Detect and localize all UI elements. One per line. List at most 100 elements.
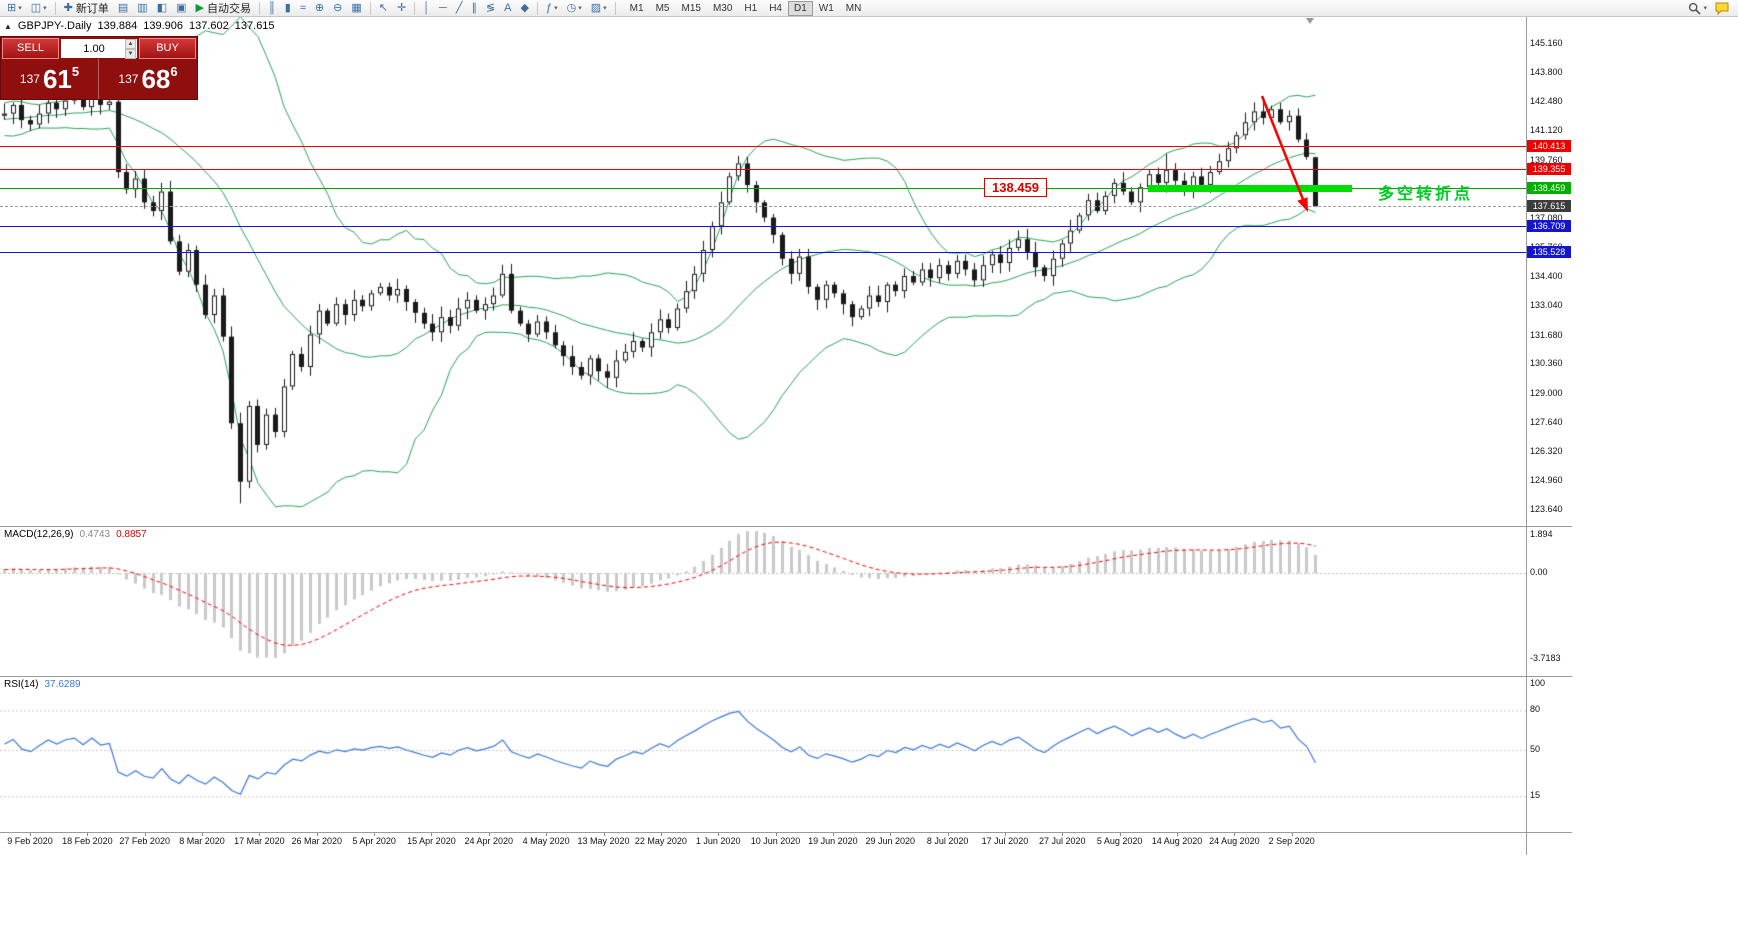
date-label: 19 Jun 2020 <box>808 836 858 846</box>
turning-point-text[interactable]: 多空转折点 <box>1378 186 1474 203</box>
price-axis-label: 137.080 <box>1530 212 1563 223</box>
trendline-button[interactable]: ╱ <box>452 1 467 16</box>
date-tick <box>1004 833 1006 836</box>
date-tick <box>30 833 31 836</box>
cursor-icon: ↖ <box>378 2 388 14</box>
horizontal-line-object[interactable] <box>0 145 1526 147</box>
horizontal-line-object[interactable] <box>0 226 1526 227</box>
templates-button[interactable]: ▨ ▾ <box>587 1 611 16</box>
macd-name: MACD(12,26,9) <box>4 529 74 540</box>
horizontal-line-button[interactable]: ─ <box>435 1 451 16</box>
timeframe-mn[interactable]: MN <box>845 2 862 14</box>
price-callout-text[interactable]: 138.459 <box>984 178 1047 197</box>
vertical-line-icon: │ <box>423 2 431 14</box>
new-chart-button[interactable]: ⊞ ▾ <box>3 1 26 16</box>
chart-shift-marker[interactable] <box>1306 18 1314 24</box>
price-axis-label: 143.800 <box>1530 67 1563 78</box>
zoom-in-button[interactable]: ⊕ <box>311 1 328 16</box>
date-tick <box>488 833 490 836</box>
autotrading-button[interactable]: ▶ 自动交易 <box>192 1 255 16</box>
profiles-button[interactable]: ◫ ▾ <box>27 1 51 16</box>
timeframe-d1[interactable]: D1 <box>787 0 813 16</box>
horizontal-line-object[interactable] <box>0 168 1526 170</box>
volume-up-icon[interactable]: ▲ <box>125 39 136 49</box>
sell-price-big: 61 <box>42 64 72 94</box>
date-label: 13 May 2020 <box>577 836 630 846</box>
timeframe-m15[interactable]: M15 <box>681 2 701 14</box>
new-order-icon: ✚ <box>63 2 73 14</box>
price-tag: 140.413 <box>1527 139 1571 152</box>
new-order-button[interactable]: ✚ 新订单 <box>60 1 113 16</box>
sell-button[interactable]: SELL <box>2 38 59 59</box>
market-watch-button[interactable]: ▤ <box>114 1 132 16</box>
horizontal-line-object[interactable] <box>0 251 1526 253</box>
chart-plot-canvas[interactable] <box>0 0 1526 940</box>
tile-windows-button[interactable]: ▦ <box>347 1 365 16</box>
price-tag: 137.615 <box>1527 200 1571 213</box>
timeframe-m30[interactable]: M30 <box>712 2 733 14</box>
profiles-icon: ◫ <box>30 2 42 14</box>
price-axis-label: 141.120 <box>1530 125 1563 136</box>
search-icon[interactable]: ▾ <box>1688 2 1707 15</box>
autotrading-button-label: 自动交易 <box>206 3 251 15</box>
cursor-button[interactable]: ↖ <box>375 1 392 16</box>
price-tag: 139.355 <box>1527 162 1571 175</box>
candle-chart-button[interactable]: ▮ <box>281 1 295 16</box>
navigator-button[interactable]: ◧ <box>153 1 171 16</box>
bar-chart-button[interactable]: ║ <box>264 1 280 16</box>
periods-icon: ◷ <box>566 2 577 14</box>
text-button[interactable]: A <box>500 1 515 16</box>
data-window-button[interactable]: ▥ <box>133 1 151 16</box>
trend-arrow-object[interactable] <box>1252 90 1322 225</box>
toolbar-separator <box>414 1 416 15</box>
date-tick <box>947 833 949 836</box>
date-label: 26 Mar 2020 <box>291 836 343 846</box>
date-tick <box>144 833 146 836</box>
price-axis[interactable]: 145.160 143.800 142.480 141.120 139.760 138.4… <box>1526 0 1572 855</box>
date-label: 24 Apr 2020 <box>464 836 514 846</box>
support-highlight-bar[interactable] <box>1148 184 1352 192</box>
macd-axis-label: 1.894 <box>1530 529 1553 539</box>
ohlc-low: 137.602 <box>189 20 229 32</box>
chat-icon[interactable] <box>1715 2 1729 15</box>
date-label: 14 Aug 2020 <box>1151 836 1203 846</box>
timeframe-m1[interactable]: M1 <box>629 2 644 14</box>
volume-down-icon[interactable]: ▼ <box>125 49 136 59</box>
timeframe-h4[interactable]: H4 <box>769 2 782 14</box>
periods-button[interactable]: ◷ ▾ <box>563 1 586 16</box>
timeframe-h1[interactable]: H1 <box>744 2 758 14</box>
timeframe-w1[interactable]: W1 <box>818 2 834 14</box>
fibonacci-button[interactable]: ≶ <box>482 1 499 16</box>
zoom-out-button[interactable]: ⊖ <box>329 1 346 16</box>
indicators-button[interactable]: ƒ ▾ <box>542 1 562 16</box>
arrows-button[interactable]: ◆ <box>517 1 533 16</box>
sell-price[interactable]: 137 61 5 <box>1 59 99 99</box>
line-chart-button[interactable]: ≈ <box>296 1 310 16</box>
vertical-line-button[interactable]: │ <box>419 1 434 16</box>
pane-separator-rsi[interactable] <box>0 676 1572 677</box>
chart-header: ▲ GBPJPY-.Daily 139.884 139.906 137.602 … <box>4 20 275 32</box>
toolbar-separator <box>258 1 260 15</box>
buy-price[interactable]: 137 68 6 <box>99 59 197 99</box>
horizontal-line-object[interactable] <box>0 188 1526 190</box>
volume-input[interactable] <box>61 40 137 58</box>
toolbar-separator <box>369 1 371 15</box>
date-tick <box>1177 833 1178 836</box>
autotrading-icon: ▶ <box>195 2 204 14</box>
channel-button[interactable]: ∥ <box>467 1 481 16</box>
chevron-down-icon: ▾ <box>18 5 22 12</box>
rsi-label: RSI(14) 37.6289 <box>4 679 81 690</box>
chevron-down-icon: ▾ <box>603 5 607 12</box>
buy-button[interactable]: BUY <box>139 38 196 59</box>
timeframe-m5[interactable]: M5 <box>655 2 670 14</box>
fibonacci-icon: ≶ <box>485 2 496 14</box>
one-click-panel-toggle[interactable]: ▲ <box>4 21 12 31</box>
rsi-axis-label: 50 <box>1530 744 1541 754</box>
date-axis[interactable]: 9 Feb 2020 18 Feb 2020 27 Feb 2020 8 Mar 20… <box>0 833 1572 855</box>
rsi-name: RSI(14) <box>4 679 39 690</box>
crosshair-button[interactable]: ✛ <box>393 1 410 16</box>
pane-separator-macd[interactable] <box>0 526 1572 527</box>
date-tick <box>202 833 204 836</box>
terminal-button[interactable]: ▣ <box>172 1 190 16</box>
horizontal-line-object[interactable] <box>0 206 1526 208</box>
